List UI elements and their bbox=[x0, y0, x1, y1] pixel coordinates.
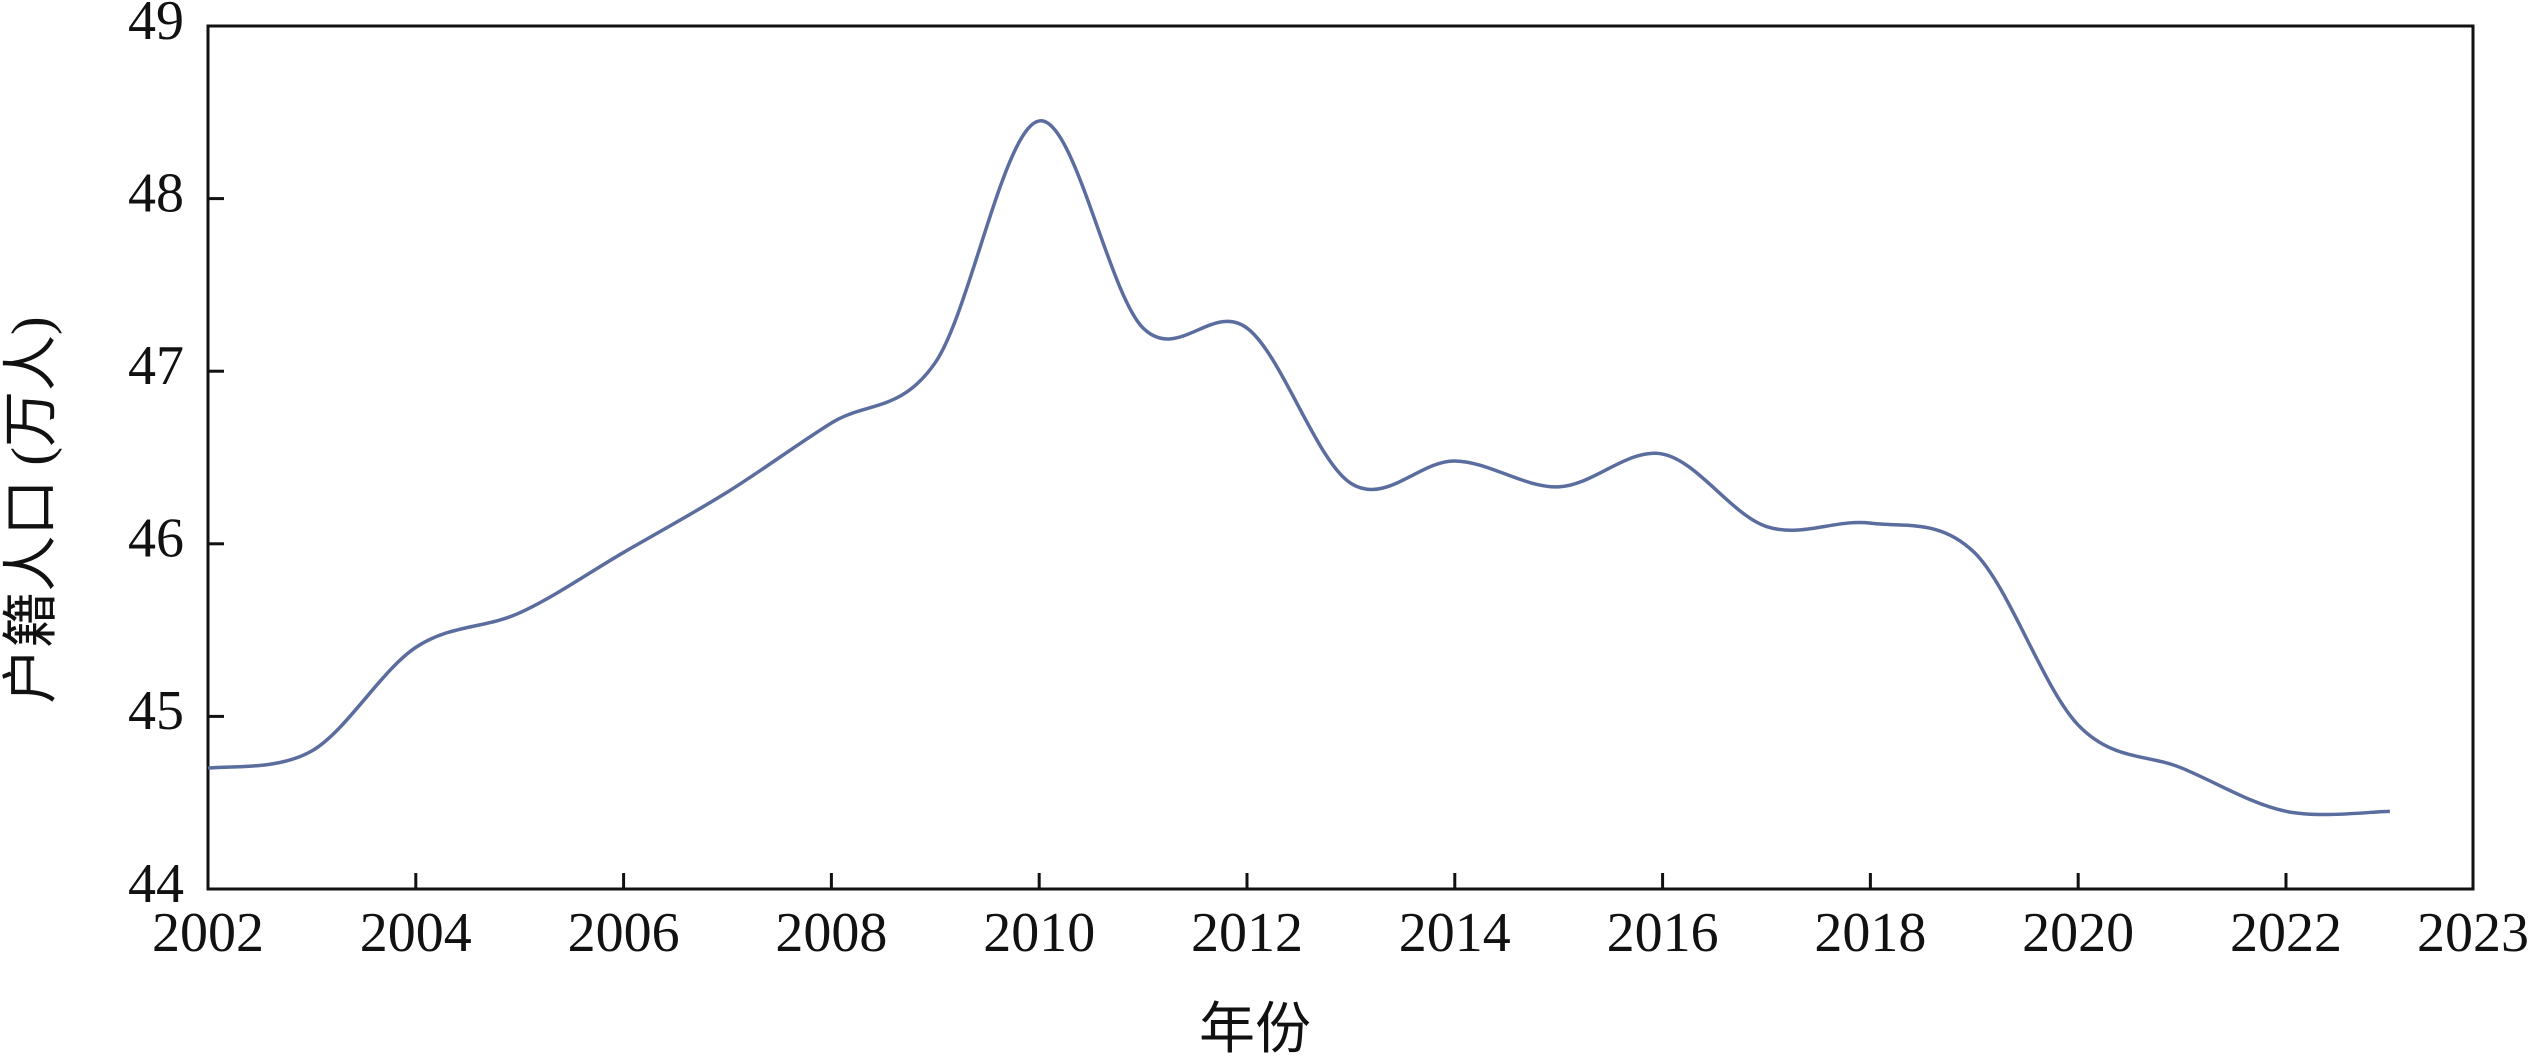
x-tick-label: 2022 bbox=[2230, 902, 2342, 964]
x-tick-label: 2008 bbox=[775, 902, 887, 964]
x-tick-label: 2020 bbox=[2022, 902, 2134, 964]
x-tick-label: 2012 bbox=[1191, 902, 1303, 964]
y-axis-label: 户籍人口 (万人) bbox=[1, 316, 63, 703]
x-tick-label: 2018 bbox=[1814, 902, 1926, 964]
x-tick-label: 2002 bbox=[152, 902, 264, 964]
x-tick-label: 2010 bbox=[983, 902, 1095, 964]
y-tick-label: 46 bbox=[128, 508, 184, 570]
data-line bbox=[207, 119, 2390, 817]
x-tick-label: 2004 bbox=[360, 902, 472, 964]
x-tick-label: 2006 bbox=[568, 902, 680, 964]
plot-frame bbox=[206, 24, 2475, 891]
y-tick-label: 48 bbox=[128, 162, 184, 224]
x-axis-label: 年份 bbox=[1199, 999, 1311, 1061]
y-tick-label: 45 bbox=[128, 680, 184, 742]
y-tick-label: 44 bbox=[128, 853, 184, 915]
x-tick-label: 2016 bbox=[1607, 902, 1719, 964]
y-tick-label: 49 bbox=[128, 0, 184, 52]
x-tick-label: 2023 bbox=[2417, 902, 2529, 964]
y-tick-label: 47 bbox=[128, 335, 184, 397]
x-tick-label: 2014 bbox=[1399, 902, 1511, 964]
